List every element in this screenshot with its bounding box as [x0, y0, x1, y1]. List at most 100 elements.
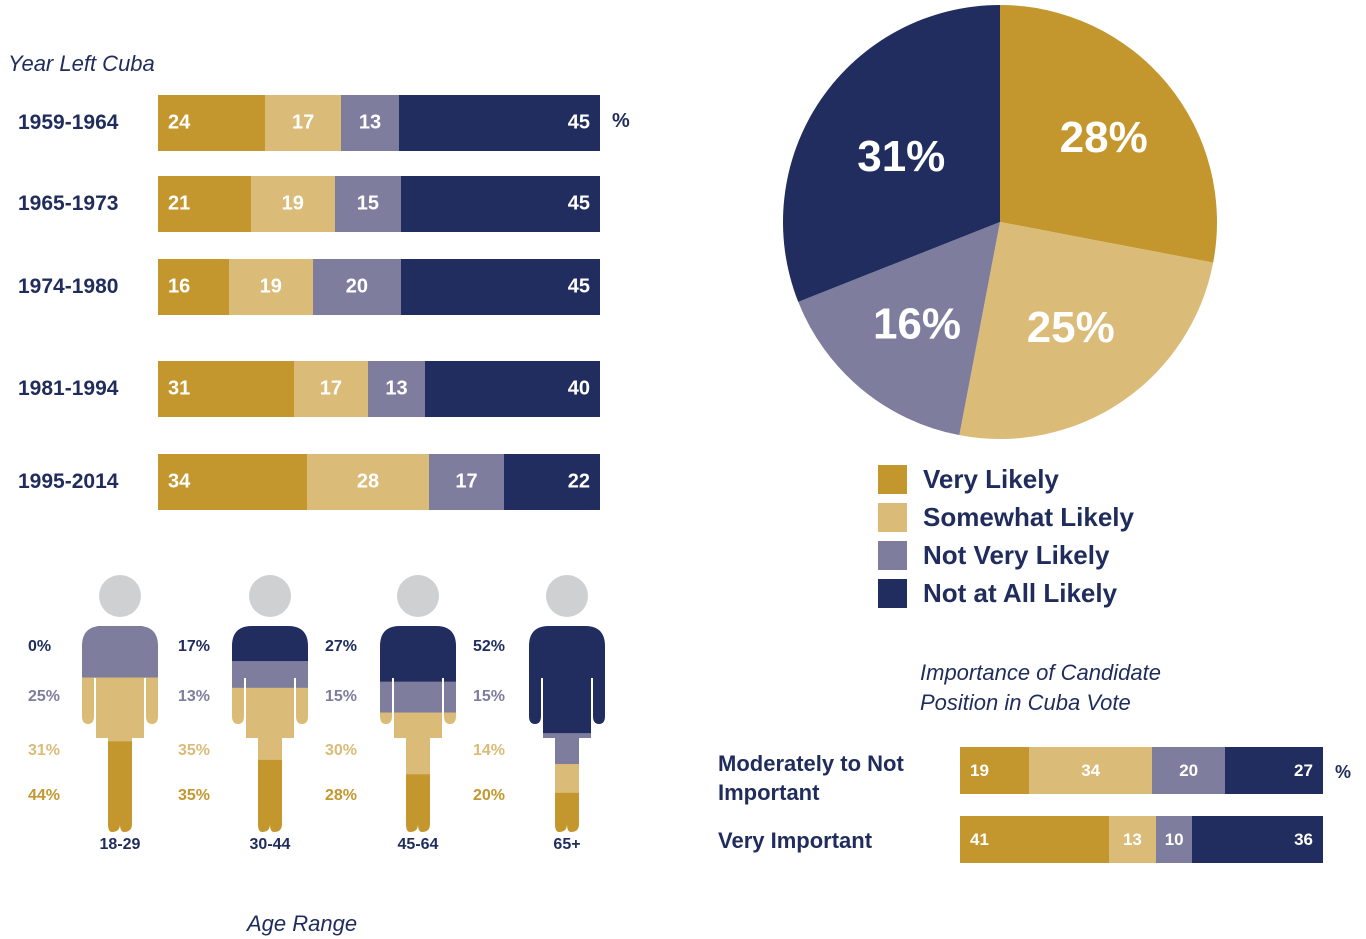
- bar-segment: 10: [1156, 816, 1193, 863]
- age-range-label: Age Range: [247, 911, 358, 936]
- legend-item-not-at-all-likely: Not at All Likely: [878, 574, 1134, 612]
- stacked-bar-1965-1973: 21 19 15 45: [158, 176, 600, 232]
- legend-swatch-not-at-all-likely: [878, 578, 907, 608]
- bar-value-label: 40: [567, 377, 590, 400]
- bar-value-label: 10: [1164, 829, 1184, 849]
- bar-value-label: 13: [1122, 829, 1142, 849]
- bar-segment: 17: [429, 454, 504, 510]
- likelihood-pie-chart: 28% 25% 16% 31%: [783, 5, 1217, 440]
- bar-segment: 20: [1152, 747, 1225, 794]
- bar-segment: 45: [399, 95, 600, 151]
- bar-segment: 21: [158, 176, 251, 232]
- bar-segment: 16: [158, 259, 229, 315]
- figure-percent-label: 35%: [178, 787, 211, 804]
- age-category-label: 45-64: [397, 836, 439, 853]
- age-category-label: 30-44: [249, 836, 291, 853]
- figure-percent-label: 20%: [473, 787, 506, 804]
- figure-segment: [380, 774, 456, 832]
- bar-value-label: 20: [1179, 760, 1199, 780]
- bar-segment: 22: [503, 454, 600, 510]
- row-label-1974-1980: 1974-1980: [18, 275, 119, 298]
- figure-percent-label: 27%: [325, 638, 358, 655]
- row-label-1981-1994: 1981-1994: [18, 377, 119, 400]
- percent-unit-label: %: [1335, 762, 1352, 782]
- bar-value-label: 16: [168, 275, 191, 298]
- bar-segment: 17: [265, 95, 342, 151]
- pie-slice-not-very-likely: [798, 222, 1000, 436]
- figure-segment: [82, 626, 158, 678]
- bar-value-label: 22: [567, 470, 590, 493]
- figure-percent-label: 0%: [28, 638, 52, 655]
- stacked-bar-1974-1980: 16 19 20 45: [158, 259, 600, 315]
- pie-slice-label: 31%: [857, 132, 945, 181]
- age-category-label: 65+: [553, 836, 581, 853]
- legend-swatch-not-very-likely: [878, 540, 907, 570]
- figure-percent-label: 35%: [178, 742, 211, 759]
- bar-segment: 34: [1028, 747, 1153, 794]
- figure-segment: [380, 681, 456, 714]
- bar-value-label: 17: [455, 470, 478, 493]
- bar-segment: 15: [334, 176, 402, 232]
- figure-head: [397, 575, 439, 617]
- stacked-bar-1959-1964: 24 17 13 45: [158, 95, 600, 151]
- importance-row-label-line: Important: [718, 780, 820, 805]
- pie-slice-not-at-all-likely: [783, 5, 1000, 302]
- figure-percent-label: 17%: [178, 638, 211, 655]
- figure-segment: [529, 764, 605, 794]
- bar-value-label: 34: [1081, 760, 1101, 780]
- importance-row-label-line: Very Important: [718, 828, 873, 853]
- figure-segment: [529, 733, 605, 765]
- bar-value-label: 13: [358, 111, 382, 134]
- bar-segment: 41: [960, 816, 1109, 863]
- importance-title: Importance of Candidate Position in Cuba…: [920, 658, 1161, 718]
- bar-segment: 36: [1192, 816, 1323, 863]
- figure-percent-label: 52%: [473, 638, 506, 655]
- figure-segment: [232, 687, 308, 761]
- importance-stacked-bar: 41 13 10 36: [960, 816, 1323, 863]
- bar-value-label: 45: [567, 192, 590, 215]
- figure-percent-label: 15%: [473, 688, 506, 705]
- bar-value-label: 34: [168, 470, 191, 493]
- row-label-1995-2014: 1995-2014: [18, 470, 119, 493]
- bar-segment: 40: [424, 361, 600, 417]
- legend-item-not-very-likely: Not Very Likely: [878, 536, 1134, 574]
- bar-value-label: 17: [291, 111, 315, 134]
- legend-label: Not at All Likely: [923, 577, 1118, 608]
- row-label-1959-1964: 1959-1964: [18, 111, 119, 134]
- figure-segment: [232, 759, 308, 832]
- bar-value-label: 21: [168, 192, 191, 215]
- pie-slice-label: 25%: [1027, 303, 1115, 352]
- bar-value-label: 28: [356, 470, 380, 493]
- bar-value-label: 36: [1294, 829, 1313, 849]
- bar-segment: 27: [1224, 747, 1323, 794]
- figure-segment: [82, 741, 158, 832]
- legend-swatch-very-likely: [878, 464, 907, 494]
- figure-segment: [232, 626, 308, 662]
- importance-title-line-1: Importance of Candidate: [920, 660, 1161, 685]
- bar-value-label: 20: [345, 275, 368, 298]
- figure-percent-label: 31%: [28, 742, 61, 759]
- figure-segment: [82, 677, 158, 742]
- legend-item-somewhat-likely: Somewhat Likely: [878, 498, 1134, 536]
- importance-row-label: Moderately to Not Important: [718, 749, 904, 807]
- pie-slice-label: 16%: [873, 299, 961, 348]
- person-figure-65+: [529, 575, 605, 832]
- figure-segment: [380, 712, 456, 775]
- figure-head: [249, 575, 291, 617]
- figure-percent-label: 25%: [28, 688, 61, 705]
- bar-segment: 34: [158, 454, 307, 510]
- bar-segment: 13: [341, 95, 400, 151]
- bar-value-label: 45: [567, 275, 590, 298]
- bar-value-label: 19: [970, 760, 989, 780]
- legend-item-very-likely: Very Likely: [878, 460, 1134, 498]
- bar-segment: 24: [158, 95, 266, 151]
- bar-segment: 31: [158, 361, 294, 417]
- person-figure-18-29: [82, 575, 158, 832]
- legend-label: Very Likely: [923, 463, 1059, 494]
- bar-segment: 13: [368, 361, 425, 417]
- bar-value-label: 15: [356, 192, 380, 215]
- figure-percent-label: 15%: [325, 688, 358, 705]
- bar-value-label: 19: [281, 192, 304, 215]
- stacked-bar-1981-1994: 31 17 13 40: [158, 361, 600, 417]
- pie-slice-label: 28%: [1060, 113, 1148, 162]
